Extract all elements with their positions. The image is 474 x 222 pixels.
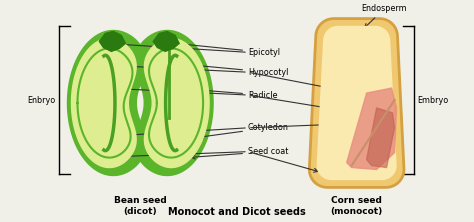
Polygon shape [310,19,404,187]
Text: Hypocotyl: Hypocotyl [177,62,288,77]
Text: Bean seed
(dicot): Bean seed (dicot) [114,196,167,216]
Polygon shape [67,30,146,175]
Polygon shape [346,88,397,170]
Polygon shape [100,32,125,51]
Text: Seed coat: Seed coat [191,147,288,159]
Polygon shape [366,108,394,168]
Text: Epicotyl: Epicotyl [179,42,280,57]
Text: Endosperm: Endosperm [362,4,407,28]
Polygon shape [317,26,396,179]
Polygon shape [145,38,209,168]
Text: Monocot and Dicot seeds: Monocot and Dicot seeds [168,207,306,217]
Polygon shape [72,38,136,168]
Text: Enbryo: Enbryo [27,95,55,105]
Text: Corn seed
(monocot): Corn seed (monocot) [330,196,383,216]
Text: Radicle: Radicle [179,87,277,99]
Text: Cotyledon: Cotyledon [199,123,289,139]
Polygon shape [153,32,179,51]
Polygon shape [135,30,213,175]
Text: Embryo: Embryo [418,95,449,105]
